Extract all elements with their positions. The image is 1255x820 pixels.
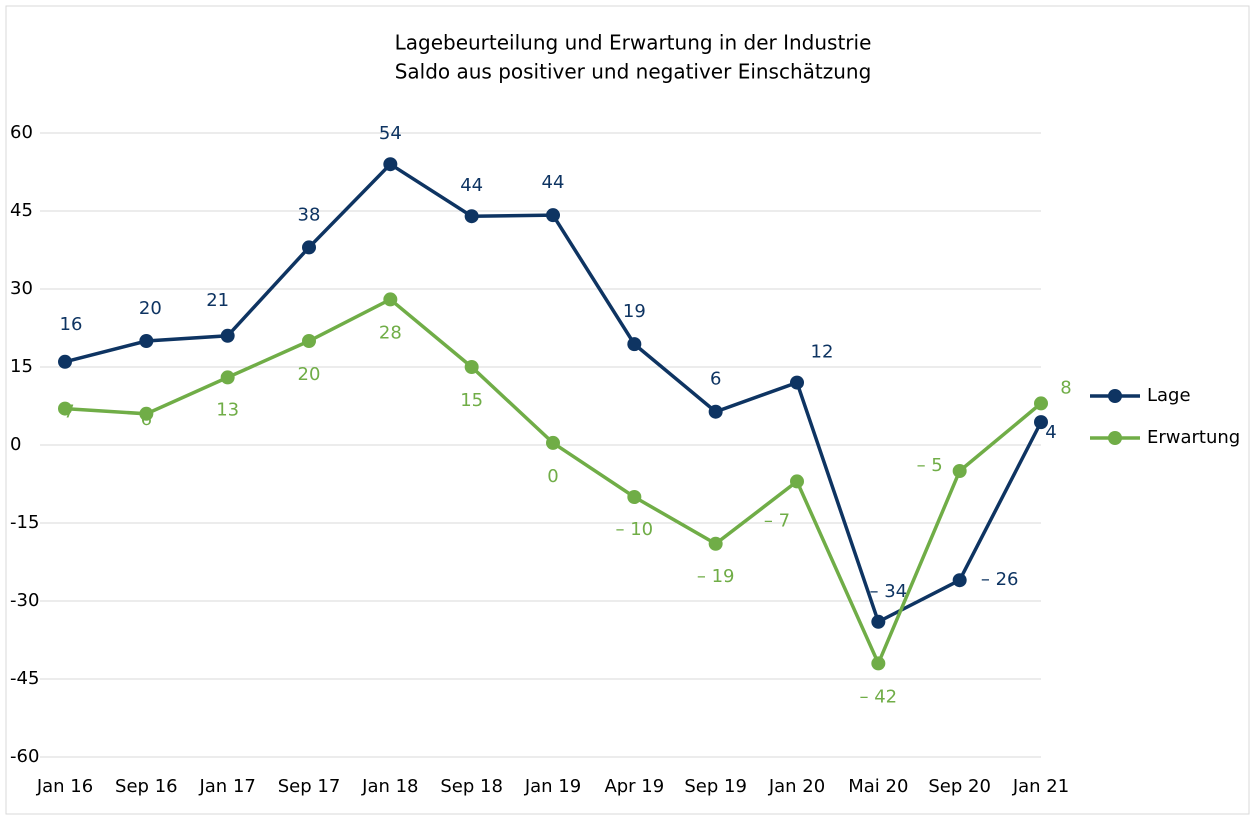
data-point	[627, 490, 642, 504]
legend-marker	[1108, 431, 1122, 445]
data-point	[952, 573, 967, 588]
x-tick-label: Mai 20	[848, 776, 908, 797]
data-label: 20	[298, 364, 321, 385]
data-label: 0	[547, 466, 558, 487]
y-tick-label: 60	[10, 122, 33, 143]
data-label: – 42	[860, 686, 898, 707]
data-label: 44	[460, 175, 483, 196]
x-tick-label: Sep 18	[440, 776, 503, 797]
data-point	[952, 464, 967, 478]
data-point	[708, 536, 723, 551]
x-tick-label: Sep 16	[115, 776, 178, 797]
data-label: 38	[298, 204, 321, 225]
data-point	[1034, 396, 1048, 411]
data-point	[790, 474, 804, 489]
x-tick-label: Jan 16	[36, 776, 93, 797]
y-tick-label: 30	[10, 278, 33, 299]
data-label: – 5	[917, 455, 943, 476]
x-tick-label: Jan 17	[198, 776, 255, 797]
y-tick-label: -45	[10, 668, 39, 689]
x-tick-label: Sep 17	[278, 776, 341, 797]
legend-label: Lage	[1147, 385, 1191, 406]
data-label: 19	[623, 301, 646, 322]
x-tick-label: Jan 21	[1012, 776, 1069, 797]
data-point	[139, 406, 154, 421]
data-point	[464, 209, 479, 224]
data-label: 13	[216, 399, 239, 420]
data-point	[546, 435, 560, 450]
data-point	[58, 401, 72, 416]
data-label: 16	[60, 314, 83, 335]
y-tick-label: 15	[10, 356, 33, 377]
legend-marker	[1108, 389, 1122, 403]
data-label: – 26	[981, 569, 1019, 590]
data-label: – 10	[616, 519, 654, 540]
data-point	[708, 404, 723, 419]
data-label: – 7	[764, 510, 790, 531]
data-label: – 34	[870, 581, 908, 602]
y-tick-label: 0	[10, 434, 21, 455]
data-point	[302, 240, 316, 255]
y-tick-label: -15	[10, 512, 39, 533]
data-label: 7	[63, 402, 74, 423]
y-tick-label: 45	[10, 200, 33, 221]
legend-label: Erwartung	[1147, 427, 1240, 448]
data-point	[546, 208, 560, 223]
data-point	[1034, 415, 1048, 430]
x-tick-label: Sep 20	[928, 776, 991, 797]
data-point	[871, 614, 886, 629]
data-point	[383, 157, 398, 172]
data-label: 8	[1060, 377, 1071, 398]
data-label: 12	[811, 342, 834, 363]
data-label: 6	[141, 409, 152, 430]
chart-subtitle: Saldo aus positiver und negativer Einsch…	[395, 60, 872, 84]
data-label: 54	[379, 123, 402, 144]
data-label: 4	[1045, 422, 1056, 443]
data-point	[383, 292, 398, 307]
chart-title: Lagebeurteilung und Erwartung in der Ind…	[395, 31, 872, 55]
data-point	[302, 334, 316, 348]
data-label: 21	[206, 290, 229, 311]
chart-frame	[5, 5, 1250, 815]
x-tick-label: Apr 19	[604, 776, 664, 797]
data-point	[790, 375, 804, 390]
data-point	[58, 354, 72, 369]
data-point	[871, 656, 886, 671]
data-label: 44	[542, 172, 565, 193]
data-label: 28	[379, 322, 402, 343]
x-tick-label: Sep 19	[684, 776, 747, 797]
x-tick-label: Jan 19	[524, 776, 581, 797]
data-label: 6	[710, 369, 721, 390]
data-label: – 19	[697, 566, 735, 587]
data-point	[139, 334, 154, 348]
x-tick-label: Jan 18	[361, 776, 418, 797]
data-point	[220, 328, 235, 343]
data-label: 20	[139, 298, 162, 319]
data-point	[220, 370, 235, 385]
data-point	[464, 360, 479, 374]
data-point	[627, 337, 642, 352]
y-tick-label: -30	[10, 590, 39, 611]
data-label: 15	[460, 390, 483, 411]
x-tick-label: Jan 20	[768, 776, 825, 797]
y-tick-label: -60	[10, 746, 39, 767]
